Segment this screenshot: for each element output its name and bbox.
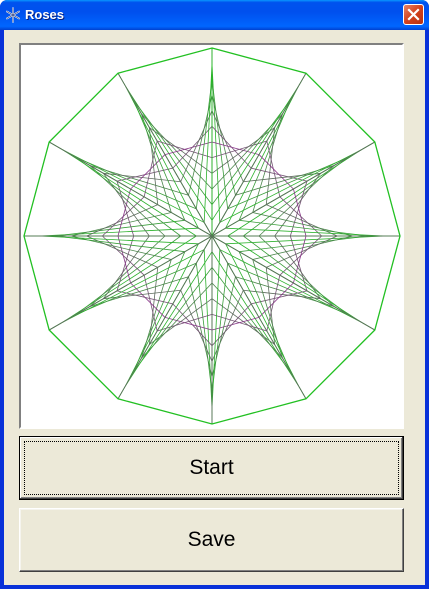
rose-line <box>258 282 294 318</box>
rose-spoke <box>117 235 213 400</box>
client-area: Start Save <box>4 30 425 585</box>
rose-line <box>203 63 213 223</box>
rose-line <box>251 167 308 182</box>
rose-line <box>225 243 299 386</box>
rose-line <box>219 149 362 223</box>
rose-line <box>266 275 281 332</box>
rose-spoke <box>211 235 376 331</box>
rose-spoke <box>48 141 213 237</box>
rose-line <box>133 267 213 372</box>
rose-line <box>62 149 197 237</box>
title-bar[interactable]: Roses <box>0 0 429 30</box>
rose-line <box>39 235 199 245</box>
rose-line <box>258 154 294 190</box>
rose-canvas <box>23 47 401 425</box>
rose-line <box>76 262 197 315</box>
rose-line <box>243 235 348 315</box>
rose-line <box>125 86 199 229</box>
rose-line <box>211 100 291 205</box>
start-button-label: Start <box>189 456 234 479</box>
rose-line <box>239 219 369 237</box>
rose-line <box>211 263 229 393</box>
rose-line <box>195 79 213 209</box>
window-title: Roses <box>25 7 65 22</box>
rose-line <box>211 249 221 409</box>
rose-line <box>76 157 181 237</box>
rose-line <box>143 140 158 197</box>
rose-line <box>211 86 299 221</box>
rose-lines <box>23 47 401 425</box>
rose-line <box>55 235 185 253</box>
rose-line <box>238 251 291 372</box>
rose-line <box>133 100 186 221</box>
rose-spoke <box>48 235 213 331</box>
rose-line <box>227 157 348 210</box>
save-button[interactable]: Save <box>19 508 404 572</box>
rose-outline <box>23 47 401 425</box>
rose-spoke <box>211 72 307 237</box>
close-button[interactable] <box>403 4 424 25</box>
rose-line <box>130 154 166 190</box>
rose-spoke <box>211 235 307 400</box>
rose-line <box>225 227 385 237</box>
close-icon <box>407 8 420 21</box>
rose-line <box>116 290 173 305</box>
start-button[interactable]: Start <box>19 436 404 500</box>
rose-line <box>125 251 213 386</box>
rose-spoke <box>211 141 376 237</box>
save-button-label: Save <box>187 528 236 551</box>
snowflake-icon <box>6 7 20 23</box>
rose-line <box>62 249 205 323</box>
rose-line <box>130 282 166 318</box>
rose-line <box>227 235 362 323</box>
rose-spoke <box>117 72 213 237</box>
rose-canvas-frame <box>19 43 404 429</box>
